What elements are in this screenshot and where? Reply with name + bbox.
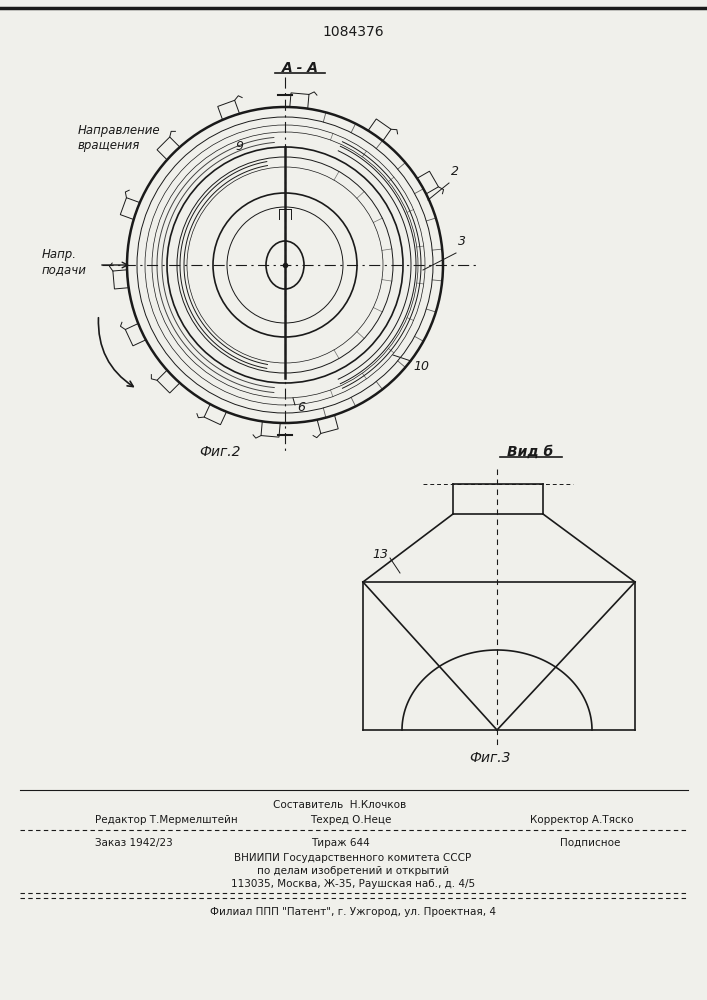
Text: 10: 10 xyxy=(413,360,429,373)
Text: Составитель  Н.Клочков: Составитель Н.Клочков xyxy=(274,800,407,810)
Text: по делам изобретений и открытий: по делам изобретений и открытий xyxy=(257,866,449,876)
Text: 9: 9 xyxy=(235,140,243,153)
Text: 3: 3 xyxy=(458,235,466,248)
Text: 13: 13 xyxy=(372,548,388,561)
Text: Фиг.2: Фиг.2 xyxy=(199,445,241,459)
Text: Напр.
подачи: Напр. подачи xyxy=(42,248,87,276)
Text: ВНИИПИ Государственного комитета СССР: ВНИИПИ Государственного комитета СССР xyxy=(235,853,472,863)
Text: Вид б: Вид б xyxy=(507,445,553,459)
Text: Фиг.3: Фиг.3 xyxy=(469,751,510,765)
Text: Направление
вращения: Направление вращения xyxy=(78,124,160,152)
Text: Тираж 644: Тираж 644 xyxy=(310,838,369,848)
Text: 6: 6 xyxy=(297,401,305,414)
Text: Корректор А.Тяско: Корректор А.Тяско xyxy=(530,815,633,825)
Text: Заказ 1942/23: Заказ 1942/23 xyxy=(95,838,173,848)
Text: Редактор Т.Мермелштейн: Редактор Т.Мермелштейн xyxy=(95,815,238,825)
Text: Подписное: Подписное xyxy=(560,838,620,848)
Text: 2: 2 xyxy=(451,165,459,178)
Text: 1084376: 1084376 xyxy=(322,25,384,39)
Text: Техред О.Неце: Техред О.Неце xyxy=(310,815,392,825)
Text: Филиал ППП "Патент", г. Ужгород, ул. Проектная, 4: Филиал ППП "Патент", г. Ужгород, ул. Про… xyxy=(210,907,496,917)
Text: 113035, Москва, Ж-35, Раушская наб., д. 4/5: 113035, Москва, Ж-35, Раушская наб., д. … xyxy=(231,879,475,889)
Text: А - А: А - А xyxy=(281,61,318,75)
